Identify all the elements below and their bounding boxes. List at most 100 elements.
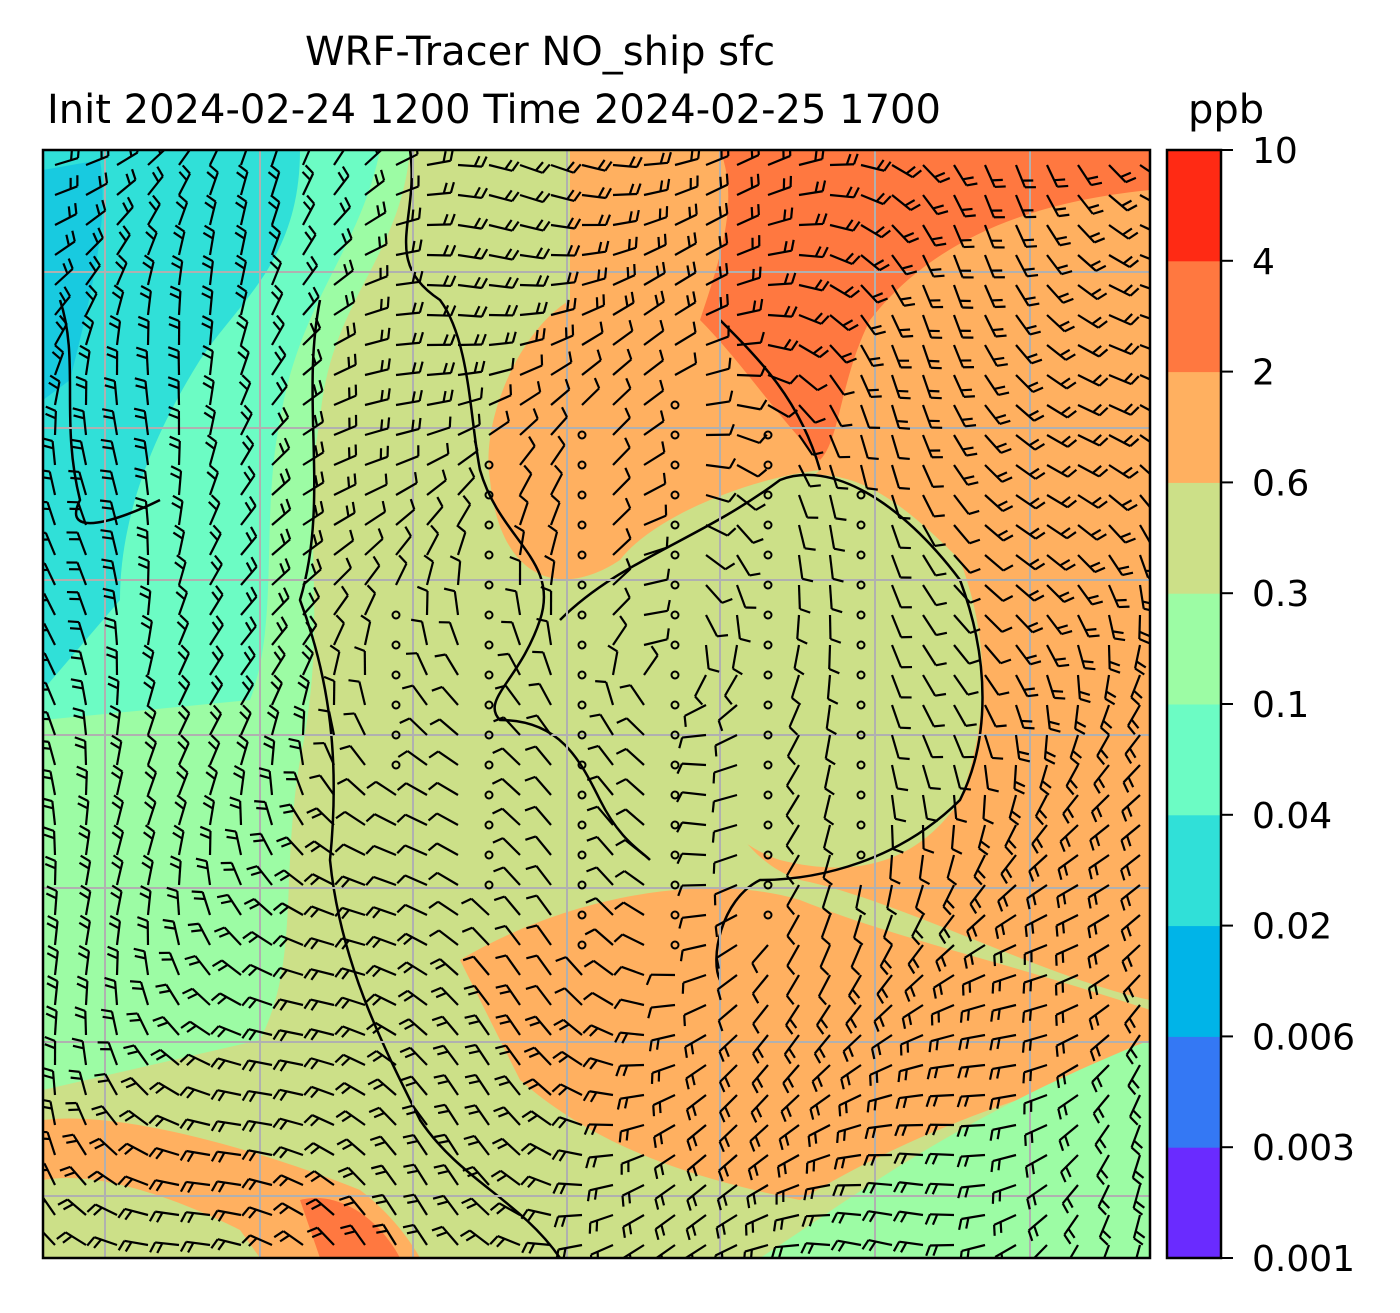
calm-wind-marker [577, 610, 587, 620]
wind-barb [676, 852, 707, 865]
wind-barb [111, 854, 124, 886]
wind-barb [723, 674, 738, 706]
wind-barb [519, 161, 551, 174]
wind-barb [306, 807, 335, 826]
wind-barb [241, 1206, 273, 1219]
colorbar-segment [1167, 371, 1221, 483]
wind-barb [1132, 1214, 1146, 1246]
wind-barb [54, 175, 79, 197]
wind-barb [683, 1004, 707, 1027]
wind-barb [550, 244, 581, 257]
wind-barb [220, 861, 243, 886]
calm-wind-marker [484, 700, 494, 710]
wind-barb [1107, 644, 1121, 674]
wind-barb [1015, 524, 1046, 540]
wind-barb [1046, 464, 1078, 478]
wind-barb [718, 1034, 738, 1063]
wind-barb [396, 813, 428, 826]
wind-barb [798, 434, 824, 456]
wind-barb [614, 901, 645, 916]
wind-barb [552, 1182, 583, 1195]
wind-barb [786, 734, 800, 766]
wind-barb [891, 254, 918, 276]
wind-barb [796, 614, 808, 645]
wind-barb [100, 529, 119, 556]
wind-barb [427, 842, 459, 856]
wind-barb [798, 246, 829, 259]
wind-barb [335, 810, 366, 826]
wind-barb [509, 555, 522, 586]
wind-barb [54, 258, 74, 286]
wind-barb [685, 1214, 707, 1241]
wind-barb [318, 708, 336, 736]
wind-barb [984, 614, 1013, 633]
wind-barb [117, 1175, 149, 1188]
wind-barb [179, 1086, 211, 1099]
wind-barb [1108, 194, 1138, 212]
wind-barb [423, 554, 435, 586]
wind-barb [1015, 284, 1040, 307]
wind-barb [785, 1004, 800, 1035]
wind-barb [497, 652, 521, 676]
wind-barb [81, 314, 95, 346]
wind-barb [536, 617, 553, 646]
wind-barb [270, 150, 279, 166]
wind-barb [993, 1213, 1017, 1236]
wind-barb [822, 824, 834, 856]
wind-barb [822, 854, 833, 886]
wind-barb [333, 585, 349, 616]
calm-wind-marker [670, 460, 680, 470]
wind-barb [201, 345, 214, 376]
wind-barb [736, 266, 762, 287]
colorbar-segment [1167, 260, 1221, 373]
wind-barb [1046, 404, 1077, 419]
wind-barb [654, 1214, 676, 1241]
wind-barb [234, 254, 248, 286]
wind-barb [1120, 914, 1141, 942]
wind-barb [823, 764, 835, 796]
wind-barb [1060, 1154, 1079, 1183]
wind-barb [71, 1037, 88, 1066]
wind-barb [767, 305, 798, 318]
wind-barb [711, 793, 738, 813]
wind-barb [1139, 224, 1150, 231]
wind-barb [462, 1165, 490, 1186]
wind-barb [79, 884, 92, 916]
wind-barb [1132, 1184, 1146, 1216]
wind-barb [904, 974, 924, 1002]
wind-barb [550, 378, 571, 406]
wind-barb [990, 1003, 1017, 1022]
wind-barb [959, 1003, 986, 1023]
wind-barb [1057, 854, 1079, 880]
wind-barb [494, 1075, 521, 1096]
wind-barb [952, 794, 968, 824]
wind-barb [786, 944, 800, 976]
wind-barb [54, 230, 76, 256]
wind-barb [118, 1109, 149, 1126]
wind-barb [333, 473, 357, 496]
wind-barb [1094, 1124, 1110, 1155]
wind-barb [925, 1093, 955, 1108]
wind-barb [396, 903, 428, 916]
wind-barb [855, 884, 867, 916]
wind-barb [519, 247, 551, 260]
wind-barb [302, 225, 317, 256]
wind-barb [169, 435, 181, 466]
wind-barb [271, 468, 291, 496]
wind-barb [201, 285, 214, 316]
wind-barb [717, 1154, 738, 1182]
colorbar-segment [1167, 925, 1221, 1037]
calm-wind-marker [670, 760, 680, 770]
wind-barb [395, 331, 424, 347]
wind-barb [581, 294, 606, 317]
wind-barb [1139, 283, 1150, 290]
wind-barb [206, 164, 219, 196]
wind-barb [179, 1053, 211, 1067]
wind-barb [983, 224, 1005, 249]
wind-barb [210, 1209, 242, 1222]
wind-barb [398, 1018, 428, 1036]
wind-barb [984, 404, 1011, 425]
wind-barb [752, 1034, 769, 1064]
wind-barb [616, 717, 645, 736]
wind-barb [922, 614, 948, 637]
